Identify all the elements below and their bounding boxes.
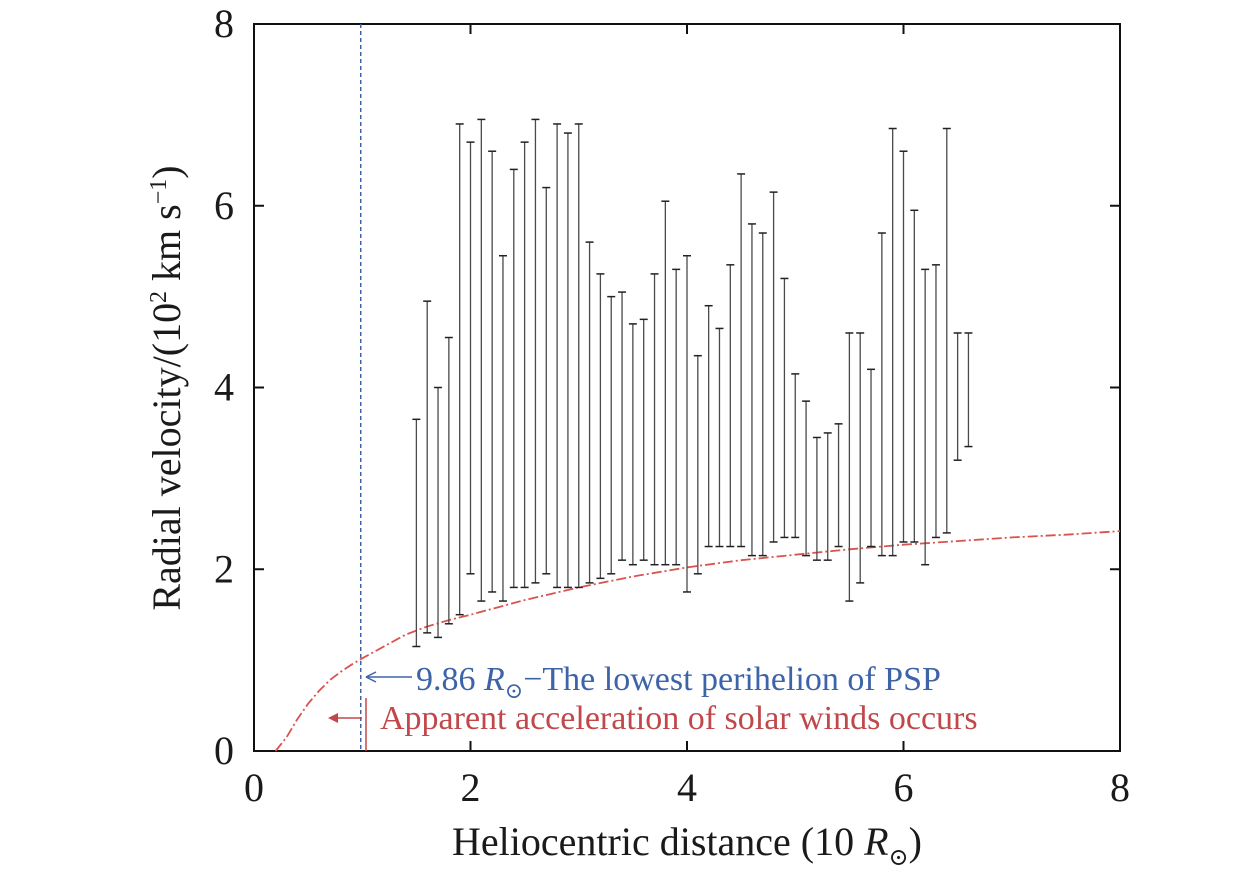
error-bar (823, 432, 832, 561)
error-bar (412, 418, 421, 648)
perihelion-arrow-head (365, 671, 377, 683)
error-bar (498, 254, 507, 602)
acceleration-annotation: Apparent acceleration of solar winds occ… (380, 700, 978, 737)
error-bar (747, 223, 756, 557)
error-bar (423, 300, 432, 634)
error-bar (477, 118, 486, 602)
error-bar (672, 268, 681, 566)
x-axis-title: Heliocentric distance (10 R⊙) (452, 819, 922, 871)
error-bar (964, 332, 973, 448)
error-bar (628, 323, 637, 566)
y-title-sup2: −1 (146, 179, 172, 205)
error-bar (618, 291, 627, 561)
x-tick-label: 0 (244, 765, 264, 810)
error-bar (704, 304, 713, 548)
error-bar (650, 273, 659, 566)
error-bar (531, 118, 540, 584)
error-bar (942, 127, 951, 534)
y-tick-label: 8 (214, 1, 234, 46)
x-title-sym: R (863, 819, 888, 864)
acceleration-arrow-head (328, 713, 338, 723)
error-bar (639, 318, 648, 561)
error-bar (553, 123, 562, 589)
error-bar (737, 173, 746, 548)
x-title-sub: ⊙ (889, 845, 909, 871)
error-bar (661, 200, 670, 566)
error-bar (845, 332, 854, 602)
ticks-group: 0 2 4 6 8 0 2 4 6 8 (214, 1, 1130, 810)
error-bar (455, 123, 464, 616)
perihelion-sub: ⊙ (505, 678, 523, 703)
y-tick-label: 4 (214, 365, 234, 410)
error-bar (758, 232, 767, 557)
error-bar (726, 264, 735, 548)
perihelion-annotation: 9.86 R⊙−The lowest perihelion of PSP (416, 661, 941, 703)
error-bar (931, 264, 940, 539)
x-tick-label: 4 (677, 765, 697, 810)
error-bar (715, 327, 724, 548)
error-bar (434, 386, 443, 639)
y-title-sup1: 2 (146, 291, 172, 303)
error-bar (888, 127, 897, 557)
error-bar (563, 132, 572, 589)
error-bar (769, 191, 778, 543)
error-bar (509, 168, 518, 589)
error-bar (520, 141, 529, 589)
error-bar (921, 268, 930, 566)
error-bar (596, 273, 605, 580)
error-bar (574, 123, 583, 589)
error-bar (834, 423, 843, 548)
y-title-end: ) (144, 165, 189, 178)
x-tick-label: 2 (461, 765, 481, 810)
error-bar (953, 332, 962, 461)
y-tick-label: 0 (214, 728, 234, 773)
error-bar (542, 186, 551, 575)
y-title-mid: km s (144, 204, 189, 291)
x-tick-label: 6 (894, 765, 914, 810)
error-bar (683, 254, 691, 593)
y-tick-label: 2 (214, 546, 234, 591)
error-bar (585, 241, 594, 584)
error-bar (693, 354, 702, 575)
error-bar (899, 150, 908, 543)
error-bar (802, 400, 811, 557)
error-bar (607, 295, 616, 575)
error-bar (444, 336, 453, 625)
perihelion-sym: R (483, 661, 505, 698)
model-curve-group (274, 530, 1121, 752)
y-title-main: Radial velocity/(10 (144, 303, 189, 611)
error-bar (780, 277, 789, 539)
x-title-main: Heliocentric distance (10 (452, 819, 864, 864)
error-bar (791, 373, 800, 539)
x-tick-label: 8 (1110, 765, 1130, 810)
error-bar (867, 368, 876, 548)
perihelion-value: 9.86 (416, 661, 484, 698)
x-title-end: ) (909, 819, 922, 864)
error-bar (910, 209, 919, 543)
error-bar (812, 436, 821, 561)
y-axis-title: Radial velocity/(102 km s−1) (144, 165, 189, 610)
error-bar (466, 141, 475, 575)
error-bar (488, 150, 497, 593)
error-bars-group (412, 118, 973, 648)
error-bar (877, 232, 886, 557)
error-bar (856, 332, 865, 584)
y-tick-label: 6 (214, 183, 234, 228)
perihelion-text: −The lowest perihelion of PSP (523, 661, 941, 698)
model-curve (274, 530, 1121, 752)
